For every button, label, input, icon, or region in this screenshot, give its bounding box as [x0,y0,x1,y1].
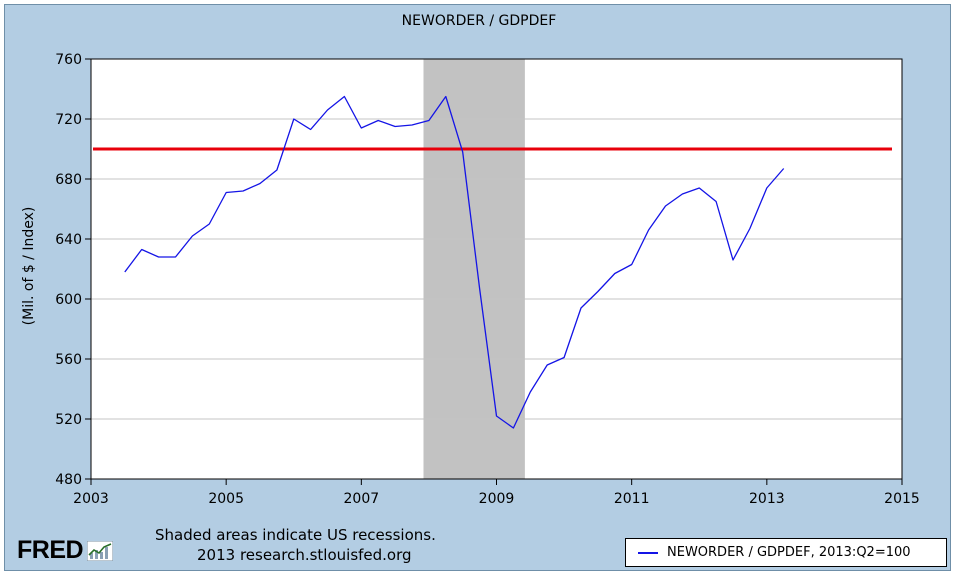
legend-swatch [638,551,658,554]
y-tick-label: 560 [55,352,82,368]
chart: NEWORDER / GDPDEF 480 520 560 600 640 680 720 7… [21,13,920,507]
y-tick-label: 480 [55,472,82,488]
x-tick-label: 2011 [614,491,650,507]
y-tick-label: 680 [55,172,82,188]
y-axis-label: (Mil. of $ / Index) [21,207,37,326]
source-note-line: 2013 research.stlouisfed.org [197,546,412,564]
fred-logo-text: FRED [17,536,84,564]
chart-icon [87,540,114,561]
chart-frame: NEWORDER / GDPDEF 480 520 560 600 640 680 720 7… [4,4,951,571]
x-tick-label: 2003 [73,491,109,507]
x-tick-label: 2015 [884,491,920,507]
x-tick-label: 2007 [344,491,380,507]
series-line [124,95,785,429]
fred-logo: FRED [17,536,114,565]
recession-note: Shaded areas indicate US recessions. 201… [155,525,436,565]
y-tick-label: 760 [55,52,82,68]
x-tick-label: 2009 [479,491,515,507]
y-tick-label: 600 [55,292,82,308]
y-tick-label: 720 [55,112,82,128]
x-tick-label: 2013 [749,491,785,507]
plot-border [90,58,903,480]
x-tick-label: 2005 [208,491,244,507]
legend-label: NEWORDER / GDPDEF, 2013:Q2=100 [667,545,911,560]
y-tick-label: 640 [55,232,82,248]
legend: NEWORDER / GDPDEF, 2013:Q2=100 [625,538,947,567]
y-tick-label: 520 [55,412,82,428]
chart-title: NEWORDER / GDPDEF [402,13,557,29]
recession-band [423,59,525,479]
recession-note-line: Shaded areas indicate US recessions. [155,526,436,544]
